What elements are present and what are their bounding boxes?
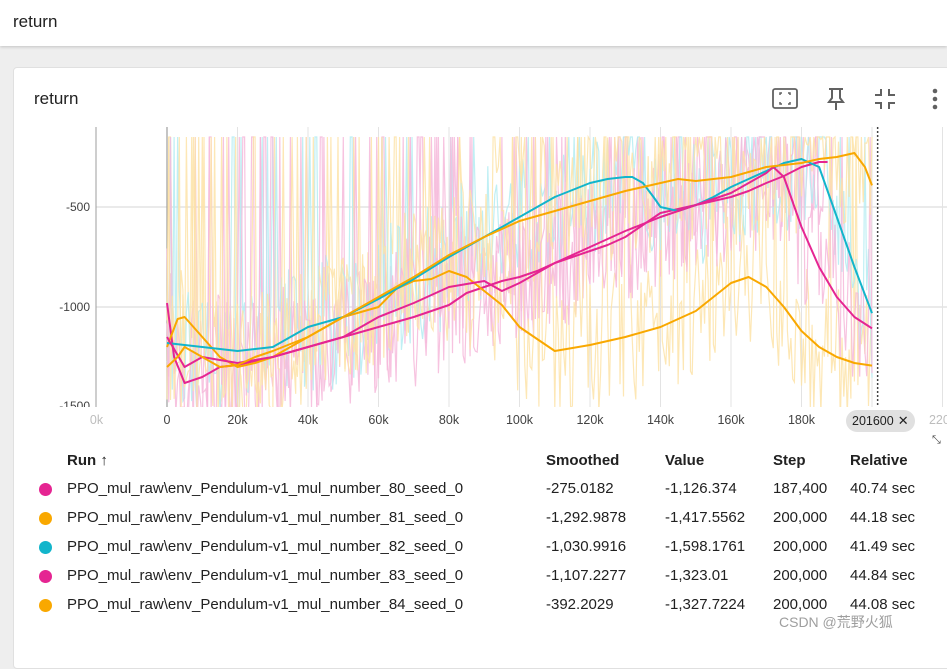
top-header: return — [0, 0, 947, 46]
y-tick-label: -1500 — [59, 399, 90, 407]
smoothed-cell: -392.2029 — [546, 596, 614, 613]
smoothed-cell: -1,107.2277 — [546, 567, 627, 584]
step-cursor-badge[interactable]: 201600 ✕ — [846, 410, 915, 432]
value-cell: -1,598.1761 — [665, 538, 746, 555]
step-cell: 200,000 — [773, 596, 828, 613]
x-tick-label: 160k — [717, 413, 745, 427]
value-column-header[interactable]: Value — [665, 451, 705, 469]
smoothed-cell: -1,292.9878 — [546, 509, 627, 526]
watermark: CSDN @荒野火狐 — [779, 614, 893, 630]
series-line-3[interactable] — [166, 166, 873, 368]
run-column-header[interactable]: Run ↑ — [67, 451, 108, 469]
table-row[interactable]: PPO_mul_raw\env_Pendulum-v1_mul_number_8… — [30, 532, 930, 561]
close-icon[interactable]: ✕ — [897, 413, 909, 428]
relative-cell: 41.49 sec — [850, 538, 916, 555]
smoothed-column-header[interactable]: Smoothed — [546, 451, 620, 469]
resize-handle-icon[interactable]: ⤡ — [932, 434, 941, 446]
x-tick-label: 60k — [368, 413, 389, 427]
smoothed-cell: -275.0182 — [546, 480, 614, 497]
relative-cell: 44.84 sec — [850, 567, 916, 584]
x-tick-label: 20k — [227, 413, 248, 427]
value-cell: -1,327.7224 — [665, 596, 746, 613]
y-tick-label: -500 — [65, 200, 90, 214]
x-tick-label: 180k — [787, 413, 816, 427]
card-title: return — [34, 89, 79, 108]
relative-cell: 44.08 sec — [850, 596, 916, 613]
table-row[interactable]: PPO_mul_raw\env_Pendulum-v1_mul_number_8… — [30, 503, 930, 532]
value-cell: -1,323.01 — [665, 567, 729, 584]
run-name: PPO_mul_raw\env_Pendulum-v1_mul_number_8… — [67, 509, 464, 526]
run-name: PPO_mul_raw\env_Pendulum-v1_mul_number_8… — [67, 480, 464, 497]
relative-column-header[interactable]: Relative — [850, 451, 908, 469]
table-row[interactable]: PPO_mul_raw\env_Pendulum-v1_mul_number_8… — [30, 474, 930, 503]
run-name: PPO_mul_raw\env_Pendulum-v1_mul_number_8… — [67, 538, 464, 555]
run-color-dot[interactable] — [39, 511, 52, 525]
x-tick-label: 80k — [438, 413, 460, 427]
table-row[interactable]: PPO_mul_raw\env_Pendulum-v1_mul_number_8… — [30, 590, 930, 619]
run-color-dot[interactable] — [39, 569, 52, 583]
x-tick-label: 40k — [297, 413, 319, 427]
step-cursor-value: 201600 — [852, 414, 894, 428]
relative-cell: 44.18 sec — [850, 509, 916, 526]
run-color-dot[interactable] — [39, 598, 52, 612]
runs-table: Run ↑ Smoothed Value Step Relative PPO_m… — [30, 446, 930, 619]
more-vert-icon[interactable] — [921, 85, 947, 113]
value-cell: -1,126.374 — [665, 480, 737, 497]
page-title: return — [13, 12, 58, 31]
smoothed-cell: -1,030.9916 — [546, 538, 627, 555]
y-tick-label: -1000 — [59, 300, 90, 314]
x-tick-label: 140k — [646, 413, 675, 427]
sort-arrow-icon[interactable]: ↑ — [100, 451, 108, 469]
x-tick-label: 100k — [505, 413, 534, 427]
step-cell: 200,000 — [773, 538, 828, 555]
raw-series-line — [166, 136, 873, 407]
raw-series-line — [166, 134, 873, 407]
series-line-4[interactable] — [166, 152, 873, 368]
run-color-dot[interactable] — [39, 482, 52, 496]
series-line-0[interactable] — [166, 161, 828, 384]
x-tick-label: 0k — [89, 413, 104, 427]
step-column-header[interactable]: Step — [773, 451, 806, 469]
x-tick-label: 0 — [163, 413, 171, 427]
pin-icon[interactable] — [822, 85, 850, 113]
value-cell: -1,417.5562 — [665, 509, 746, 526]
line-chart[interactable] — [0, 0, 947, 440]
fit-to-screen-icon[interactable] — [771, 85, 799, 113]
table-row[interactable]: PPO_mul_raw\env_Pendulum-v1_mul_number_8… — [30, 561, 930, 590]
run-name: PPO_mul_raw\env_Pendulum-v1_mul_number_8… — [67, 567, 464, 584]
step-cell: 200,000 — [773, 567, 828, 584]
relative-cell: 40.74 sec — [850, 480, 916, 497]
step-cell: 200,000 — [773, 509, 828, 526]
collapse-icon[interactable] — [871, 85, 899, 113]
run-color-dot[interactable] — [39, 540, 52, 554]
x-tick-label: 220k — [928, 413, 947, 427]
series-line-1[interactable] — [166, 270, 873, 368]
run-name: PPO_mul_raw\env_Pendulum-v1_mul_number_8… — [67, 596, 464, 613]
step-cell: 187,400 — [773, 480, 828, 497]
x-tick-label: 120k — [576, 413, 604, 427]
